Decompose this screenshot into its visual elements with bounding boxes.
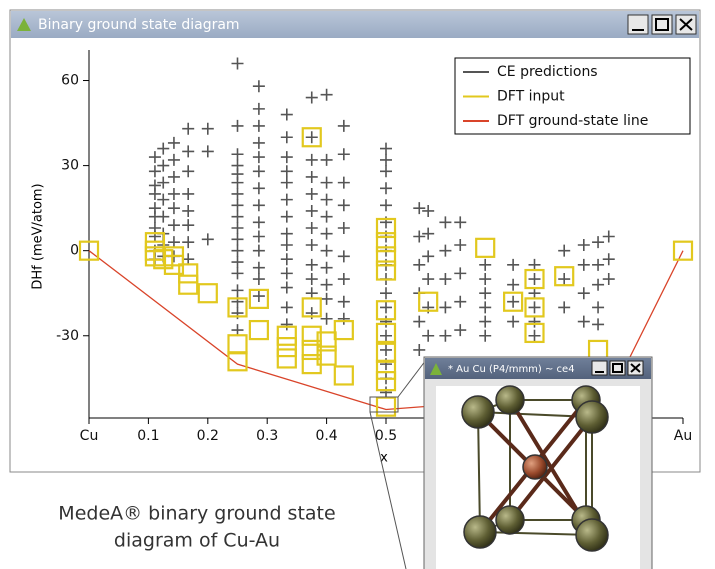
x-tick-label: 0.3	[256, 428, 278, 444]
x-tick-label: 0.5	[375, 428, 397, 444]
minimize-button[interactable]	[628, 15, 648, 34]
x-tick-label: 0.4	[315, 428, 337, 444]
legend-label: DFT ground-state line	[497, 113, 648, 129]
legend-label: CE predictions	[497, 64, 598, 80]
x-tick-label: 0.1	[137, 428, 159, 444]
x-tick-label: Au	[674, 428, 692, 444]
y-tick-label: -30	[56, 328, 79, 344]
y-axis-label: DHf (meV/atom)	[31, 183, 46, 289]
y-tick-label: 60	[61, 73, 79, 89]
inset-title: * Au Cu (P4/mmm) ~ ce4	[448, 364, 575, 375]
y-tick-label: 30	[61, 158, 79, 174]
legend-label: DFT input	[497, 89, 565, 105]
inset-window: * Au Cu (P4/mmm) ~ ce4	[424, 357, 652, 569]
window-title: Binary ground state diagram	[38, 17, 240, 33]
x-tick-label: 0.2	[197, 428, 219, 444]
x-tick-label: Cu	[80, 428, 99, 444]
y-tick-label: 0	[70, 243, 79, 259]
screen: Binary ground state diagram -30 0 30 60 Cu 0.…	[0, 0, 715, 569]
caption-line: MedeA® binary ground state	[58, 503, 335, 525]
window-buttons	[628, 15, 696, 34]
caption-line: diagram of Cu-Au	[114, 530, 280, 552]
